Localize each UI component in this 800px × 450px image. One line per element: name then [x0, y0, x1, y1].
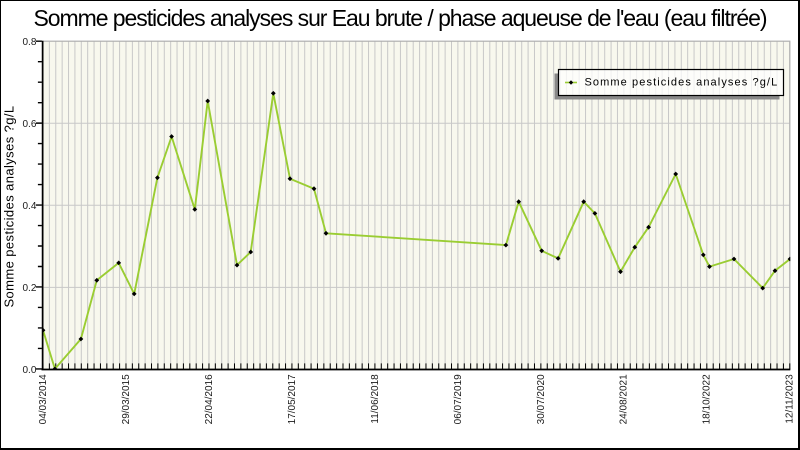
- svg-text:06/07/2019: 06/07/2019: [453, 374, 464, 424]
- svg-text:0.4: 0.4: [22, 201, 36, 212]
- svg-text:24/08/2021: 24/08/2021: [619, 374, 630, 424]
- svg-text:0.6: 0.6: [22, 119, 36, 130]
- svg-text:11/06/2018: 11/06/2018: [370, 374, 381, 424]
- svg-text:0.0: 0.0: [22, 365, 36, 376]
- svg-text:Somme pesticides analyses sur: Somme pesticides analyses sur Eau brute …: [33, 5, 766, 31]
- svg-text:12/11/2023: 12/11/2023: [785, 374, 796, 424]
- svg-text:17/05/2017: 17/05/2017: [287, 374, 298, 424]
- svg-text:30/07/2020: 30/07/2020: [536, 374, 547, 424]
- svg-text:Somme pesticides analyses ?g/L: Somme pesticides analyses ?g/L: [2, 105, 17, 307]
- svg-text:0.2: 0.2: [22, 283, 36, 294]
- svg-text:04/03/2014: 04/03/2014: [38, 374, 49, 424]
- svg-text:29/03/2015: 29/03/2015: [121, 374, 132, 424]
- svg-text:Somme pesticides analyses ?g/L: Somme pesticides analyses ?g/L: [585, 77, 779, 89]
- svg-text:18/10/2022: 18/10/2022: [702, 374, 713, 424]
- svg-text:0.8: 0.8: [22, 37, 36, 48]
- svg-text:22/04/2016: 22/04/2016: [204, 374, 215, 424]
